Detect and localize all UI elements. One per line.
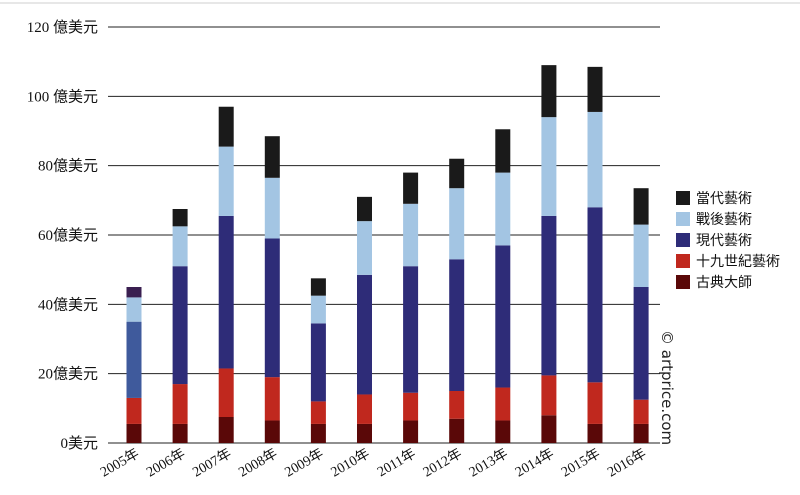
bar-segment	[218, 368, 234, 417]
x-tick-label: 2015年	[559, 446, 603, 481]
bar-segment	[587, 423, 603, 443]
bar-segment	[449, 158, 465, 189]
bar-segment	[172, 266, 188, 385]
bar-segment	[172, 384, 188, 424]
y-tick-label: 100 億美元	[27, 88, 98, 105]
y-tick-label: 120 億美元	[27, 19, 98, 36]
bar-segment	[587, 207, 603, 383]
bar-segment	[633, 423, 649, 443]
legend-label: 十九世紀藝術	[696, 254, 780, 270]
bar-segment	[218, 106, 234, 147]
bar-segment	[587, 382, 603, 424]
bar-segment	[403, 172, 419, 204]
bar-segment	[172, 209, 188, 227]
x-tick-label: 2012年	[420, 446, 464, 481]
bar-segment	[541, 415, 557, 443]
bar-segment	[126, 423, 142, 443]
x-tick-label: 2009年	[282, 446, 326, 481]
x-tick-label: 2016年	[605, 446, 649, 481]
bar-segment	[495, 387, 511, 421]
y-tick-label: 60億美元	[38, 227, 98, 244]
bar-segment	[541, 65, 557, 118]
bar-segment	[541, 375, 557, 416]
bar-segment	[403, 203, 419, 267]
bar-segment	[310, 423, 326, 443]
bar-segment	[633, 399, 649, 424]
bar-segment	[310, 323, 326, 402]
x-tick-label: 2008年	[236, 446, 280, 481]
bar-segment	[264, 377, 280, 421]
bar-segment	[403, 420, 419, 443]
bar-segment	[357, 423, 372, 443]
x-tick-label: 2010年	[328, 446, 372, 481]
bar-segment	[449, 418, 465, 443]
bar-segment	[264, 420, 280, 443]
bar-segment	[541, 117, 557, 216]
y-tick-label: 80億美元	[38, 158, 98, 175]
bar-segment	[541, 215, 557, 376]
x-tick-label: 2007年	[190, 446, 234, 481]
x-tick-label: 2006年	[144, 446, 188, 481]
legend-label: 當代藝術	[696, 191, 752, 207]
bar-segment	[310, 295, 326, 324]
bar-segment	[495, 172, 511, 246]
x-tick-label: 2014年	[513, 446, 557, 481]
bar-segment	[357, 274, 372, 395]
x-tick-label: 2013年	[466, 446, 510, 481]
legend-label: 戰後藝術	[696, 212, 752, 228]
bar-segment	[218, 146, 234, 216]
gridlines	[108, 26, 660, 444]
bar-segment	[310, 278, 326, 296]
bar-segment	[126, 397, 142, 424]
bar-segment	[495, 245, 511, 388]
y-tick-label: 40億美元	[38, 296, 98, 313]
bar-segment	[403, 266, 419, 393]
x-axis-labels: 2005年 2006年 2007年 2008年 2009年 2010年 2011年 2012年…	[98, 446, 649, 481]
bar-segment	[126, 321, 142, 398]
bar-segment	[310, 401, 326, 424]
bar-segment	[495, 420, 511, 443]
bars	[126, 65, 649, 443]
legend-label: 現代藝術	[696, 233, 752, 249]
bar-segment	[126, 287, 142, 298]
bar-segment	[264, 136, 280, 178]
bar-segment	[587, 111, 603, 208]
x-tick-label: 2005年	[98, 446, 142, 481]
bar-segment	[495, 129, 511, 173]
bar-segment	[403, 392, 419, 421]
bar-segment	[218, 417, 234, 443]
bar-segment	[218, 215, 234, 369]
x-tick-label: 2011年	[375, 446, 419, 481]
y-tick-label: 20億美元	[38, 366, 98, 383]
bar-segment	[449, 391, 465, 419]
bar-segment	[587, 66, 603, 112]
bar-segment	[357, 394, 372, 424]
legend-swatch	[676, 254, 690, 268]
bar-segment	[633, 224, 649, 287]
legend-swatch	[676, 275, 690, 289]
watermark: © artprice.com	[658, 330, 676, 445]
bar-segment	[357, 221, 372, 275]
bar-segment	[264, 238, 280, 378]
bar-segment	[449, 188, 465, 260]
legend-swatch	[676, 233, 690, 247]
bar-segment	[633, 188, 649, 225]
bar-segment	[172, 226, 188, 267]
bar-segment	[126, 297, 142, 322]
legend-label: 古典大師	[696, 275, 752, 291]
y-tick-label: 0美元	[60, 435, 98, 452]
bar-segment	[264, 177, 280, 239]
legend-swatch	[676, 212, 690, 226]
y-axis-labels: 0美元 20億美元 40億美元 60億美元 80億美元 100 億美元 120 億美元	[27, 19, 98, 452]
bar-segment	[172, 423, 188, 443]
legend-swatch	[676, 191, 690, 205]
bar-segment	[633, 287, 649, 400]
bar-segment	[449, 259, 465, 391]
bar-segment	[357, 196, 372, 222]
